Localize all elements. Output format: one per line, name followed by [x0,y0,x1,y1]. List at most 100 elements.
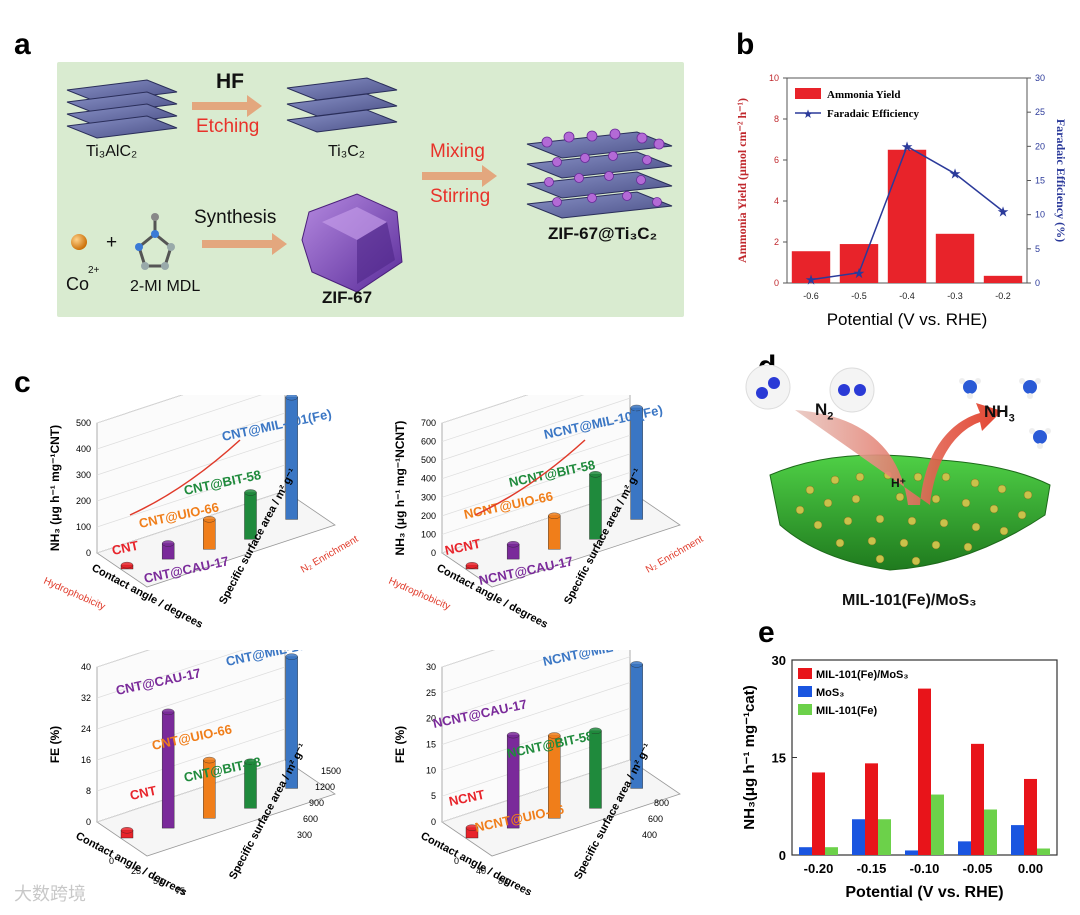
chart-b-legend-line-star: ★ [803,107,814,121]
chart-b-y2tick-label: 30 [1035,73,1045,83]
chart-e-legend-label: MoS₃ [816,687,844,699]
c3-bar-top [120,827,134,834]
c1-trend-arrow [129,439,241,516]
stirring-label: Stirring [430,186,491,207]
c1-zlabel: NH₃ (μg h⁻¹ mg⁻¹CNT) [48,425,62,551]
c2-n2-enrichment-label: N₂ Enrichment [644,534,706,576]
c4-ytick-label: 600 [648,814,663,824]
c2-bar-label: NCNT [444,536,482,558]
c1-bar-top [285,395,298,401]
c1-ztick-label: 0 [86,548,91,558]
c4-zlabel: FE (%) [393,726,407,763]
c4-bar-label: NCNT [448,787,486,809]
chart-b-fe-point: ★ [805,272,818,288]
chart-e-bar [1024,778,1037,855]
chart-b-y2tick-label: 5 [1035,244,1040,254]
zif67-ti3c2-composite-icon [526,128,673,219]
chart-b-xtick-label: -0.6 [803,291,819,301]
c4-ztick-label: 0 [431,817,436,827]
chart-b-fe-point: ★ [901,138,914,154]
chart-e-xlabel: Potential (V vs. RHE) [845,884,1003,901]
c2-bar-top [589,471,602,478]
chart-e-bar [931,794,944,855]
chart-e-bar [984,809,997,855]
panel-label-a: a [14,28,31,61]
panel-d-illustration [745,365,1051,571]
c2-ztick-label: 400 [421,474,436,484]
c4-gridline [441,650,495,668]
c3-ytick-label: 900 [309,798,324,808]
c4-ztick-label: 20 [426,714,436,724]
c1-bar-top [161,540,175,547]
chart-b-ytick-label: 8 [774,114,779,124]
c2-bar-top [506,541,520,548]
zif67-crystal-icon [301,193,403,293]
plus-sign: + [106,232,118,253]
c1-ztick-label: 100 [76,522,91,532]
panel-d-caption: MIL-101(Fe)/MoS₃ [842,592,977,609]
panel-a-illustration [66,77,673,293]
arrow-etching-icon [192,95,262,117]
chart-e-bar [905,850,918,855]
chart-b-legend-line-label: Faradaic Efficiency [827,108,919,120]
arrow-synthesis-icon [202,233,287,255]
chart-e-bar [852,819,865,855]
c3-ztick-label: 32 [81,693,91,703]
c4-bar-top [630,661,643,668]
c3-ztick-label: 40 [81,662,91,672]
c4-bar-top [589,727,602,735]
c1-bar-top [120,561,134,569]
c1-ztick-label: 300 [76,470,91,480]
mixing-label: Mixing [430,141,485,162]
panel-label-c: c [14,366,31,399]
c4-xtick-label: 0 [454,856,459,866]
ti3c2-layers-icon [286,77,398,133]
c1-gridline [96,395,184,424]
c3-bar [161,711,175,829]
mos3-sheet-icon [769,454,1051,571]
c1-bar-label: CNT [111,538,140,558]
chart-b-ylabel: Ammonia Yield (μmol cm⁻² h⁻¹) [735,98,749,263]
chart-e-bar [812,772,825,855]
c3-ytick-label: 300 [297,830,312,840]
co-label: Co [66,274,90,294]
chart-e-bar [1011,825,1024,855]
chart-e-legend-swatch [798,704,812,715]
co-charge-label: 2+ [88,265,100,276]
c2-gridline [441,397,631,461]
n2-label: N2 [815,400,834,423]
chart-b-y2tick-label: 20 [1035,141,1045,151]
c3-gridline [96,650,150,668]
c3-ztick-label: 24 [81,724,91,734]
chart-e-xtick-label: -0.20 [804,861,834,876]
chart-b-ytick-label: 0 [774,278,779,288]
chart-e-bar [878,819,891,855]
c2-gridline [441,434,631,498]
panel-label-e: e [758,616,775,649]
chart-e-ytick-label: 0 [779,848,786,863]
chart-b-fe-line [810,145,1004,281]
chart-b-ytick-label: 4 [774,196,779,206]
c3-bar-top [161,708,175,716]
chart-b-xlabel: Potential (V vs. RHE) [827,310,988,329]
c2-bar [548,515,561,550]
c4-bar-top [506,731,520,739]
c3-gridline [96,650,244,699]
synthesis-label: Synthesis [194,207,277,228]
chart-e-bar [971,743,984,855]
c3-zlabel: FE (%) [48,726,62,763]
c3-ztick-label: 8 [86,786,91,796]
c3-gridline [96,728,286,792]
c2-bar-top [548,512,561,519]
chart-b-fe-point: ★ [949,166,962,182]
ti3alc2-label: Ti₃AlC₂ [86,143,138,160]
chart-b-xtick-label: -0.2 [995,291,1011,301]
c4-xtick-label: 80 [498,876,508,886]
c3-xtick-label: 0 [109,856,114,866]
c4-ytick-label: 400 [642,830,657,840]
chart-b-ytick-label: 10 [769,73,779,83]
chart-e-legend-label: MIL-101(Fe) [816,705,877,717]
c1-hydrophobicity-label: Hydrophobicity [42,576,107,613]
h-plus-label: H⁺ [891,476,906,490]
